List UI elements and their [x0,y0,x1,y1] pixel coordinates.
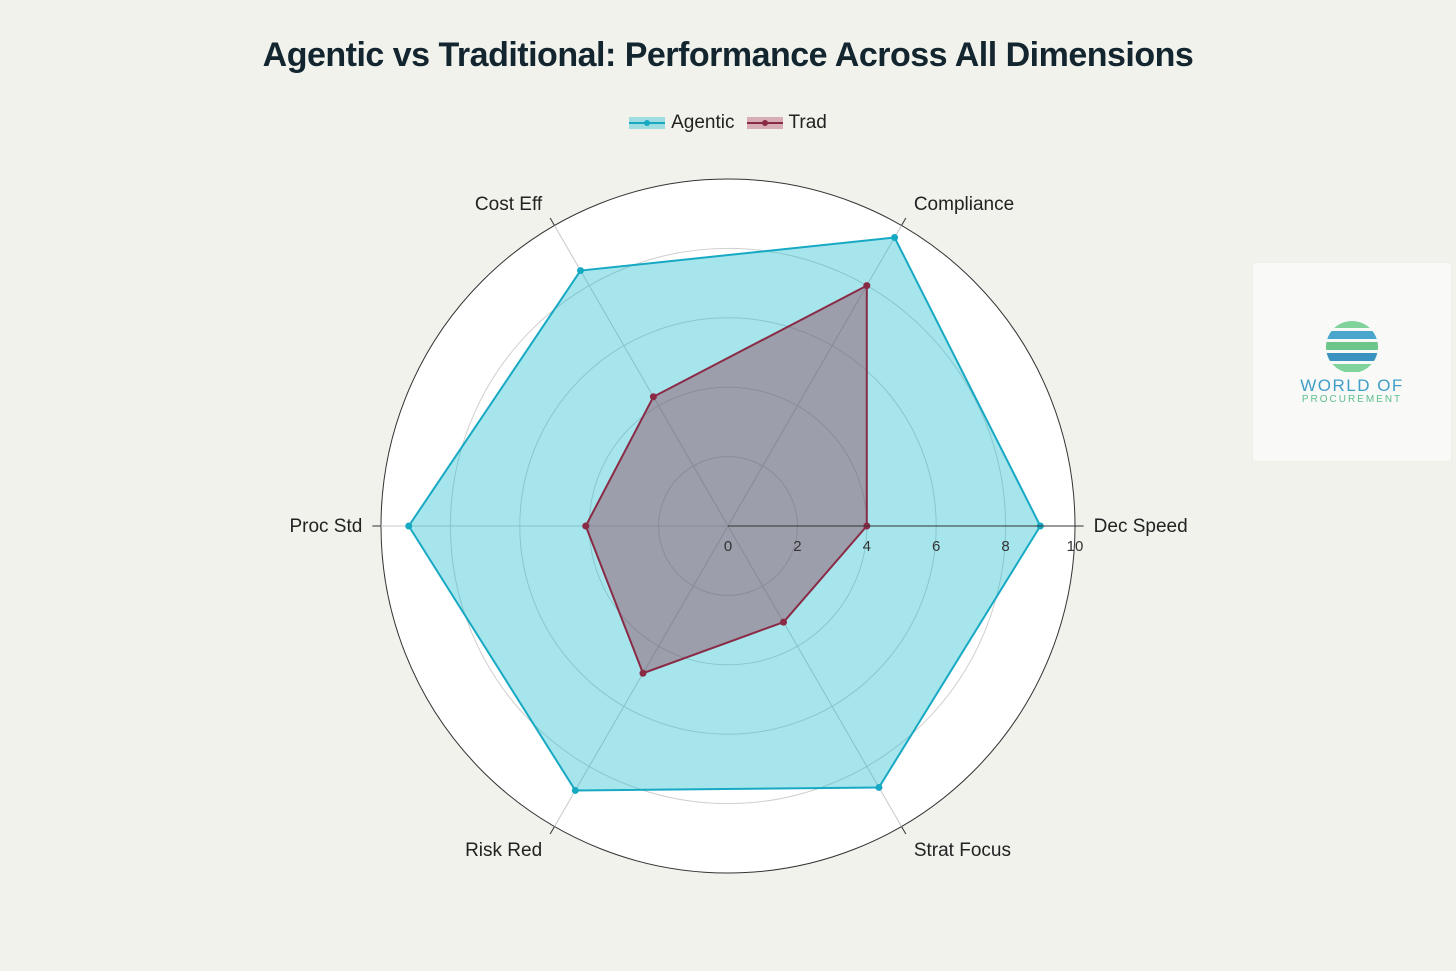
radial-tick-label-6: 6 [932,538,940,555]
axis-label-cost-eff: Cost Eff [475,194,543,215]
radial-tick-label-0: 0 [724,538,732,555]
axis-tick-1 [901,217,907,226]
point-trad-2 [649,393,657,401]
spoke-5 [727,525,902,827]
point-agentic-2 [577,267,585,275]
point-agentic-1 [891,234,899,242]
spoke-2 [554,225,729,527]
world-of-procurement-logo: WORLD OF PROCUREMENT [1253,263,1451,461]
axis-label-proc-std: Proc Std [289,516,362,537]
legend-swatch-agentic [629,117,666,129]
axis-label-risk-red: Risk Red [465,840,542,861]
spoke-1 [727,225,902,527]
legend-label-agentic: Agentic [671,112,735,133]
point-trad-1 [863,282,871,290]
radial-tick-label-10: 10 [1067,538,1084,555]
axis-label-dec-speed: Dec Speed [1094,516,1188,537]
axis-tick-4 [549,826,555,835]
radial-tick-label-8: 8 [1001,538,1009,555]
legend-swatch-trad [746,117,783,129]
globe-icon [1326,321,1378,372]
point-agentic-5 [875,783,883,791]
axis-tick-2 [549,217,555,226]
axis-tick-5 [901,826,907,835]
point-agentic-4 [571,786,579,794]
point-agentic-3 [405,522,413,530]
radial-tick-label-4: 4 [863,538,871,555]
point-trad-4 [639,669,647,677]
legend-label-trad: Trad [788,112,827,133]
axis-label-strat-focus: Strat Focus [914,840,1011,861]
axis-label-compliance: Compliance [914,194,1014,215]
point-trad-3 [582,522,590,530]
legend-item-trad[interactable]: Trad [746,112,827,134]
legend: Agentic Trad [0,112,1456,134]
logo-text-line2: PROCUREMENT [1301,394,1403,405]
radial-tick-label-2: 2 [793,538,801,555]
legend-item-agentic[interactable]: Agentic [629,112,735,134]
logo-text-line1: WORLD OF [1300,376,1404,395]
point-trad-5 [780,618,788,626]
chart-title: Agentic vs Traditional: Performance Acro… [262,36,1194,74]
